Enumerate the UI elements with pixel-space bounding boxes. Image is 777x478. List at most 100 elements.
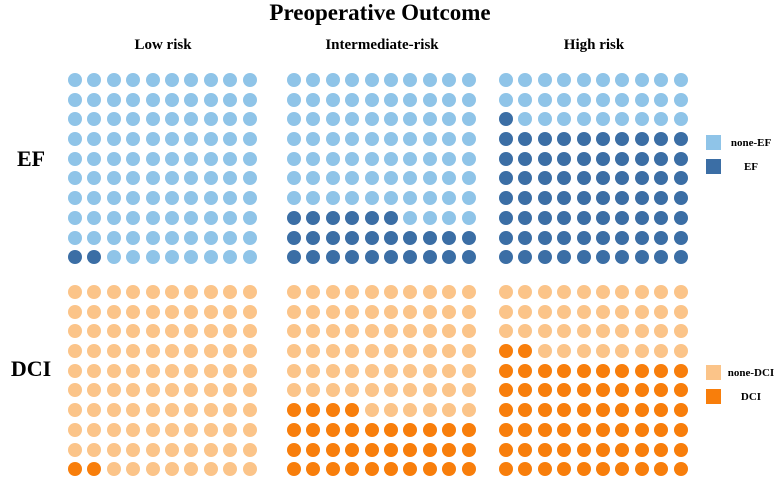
waffle-dot	[126, 422, 141, 437]
waffle-dot	[557, 210, 572, 225]
waffle-dot	[126, 250, 141, 265]
waffle-dot	[499, 230, 513, 245]
waffle-dot	[68, 92, 82, 107]
waffle-dot	[164, 304, 179, 319]
waffle-dot	[203, 422, 218, 437]
waffle-dot	[576, 285, 591, 299]
waffle-dot	[403, 285, 418, 299]
waffle-dot	[422, 92, 437, 107]
ef-legend-label: EF	[743, 160, 759, 173]
waffle-dot	[203, 250, 218, 265]
waffle-dot	[518, 403, 533, 418]
waffle-dot	[595, 92, 610, 107]
waffle-dot	[634, 324, 649, 339]
waffle-dot	[184, 132, 199, 147]
waffle-dot	[145, 191, 160, 206]
waffle-dot	[557, 363, 572, 378]
waffle-dot	[306, 132, 321, 147]
waffle-dot	[615, 191, 630, 206]
waffle-dot	[654, 132, 669, 147]
waffle-dot	[673, 210, 688, 225]
waffle-dot	[673, 324, 688, 339]
waffle-dot	[557, 92, 572, 107]
waffle-dot	[499, 132, 513, 147]
waffle-dot	[184, 442, 199, 457]
waffle-dot	[306, 92, 321, 107]
waffle-dot	[403, 73, 418, 87]
waffle-dot	[422, 210, 437, 225]
waffle-dot	[654, 383, 669, 398]
waffle-dot	[306, 422, 321, 437]
waffle-dot	[442, 383, 457, 398]
waffle-dot	[673, 304, 688, 319]
waffle-dot	[126, 230, 141, 245]
waffle-dot	[345, 383, 360, 398]
waffle-dot	[442, 92, 457, 107]
waffle-dot	[461, 422, 476, 437]
waffle-dot	[537, 92, 552, 107]
waffle-dot	[106, 151, 121, 166]
waffle-dot	[106, 344, 121, 359]
waffle-dot	[364, 171, 379, 186]
waffle-dot	[306, 344, 321, 359]
waffle-dot	[325, 73, 340, 87]
waffle-dot	[325, 422, 340, 437]
figure-title: Preoperative Outcome	[269, 0, 491, 25]
dci-legend: none-DCI DCI	[706, 365, 777, 404]
waffle-panel-dci-low-risk	[68, 285, 257, 477]
waffle-dot	[461, 191, 476, 206]
waffle-dot	[537, 383, 552, 398]
waffle-dot	[615, 92, 630, 107]
waffle-dot	[145, 363, 160, 378]
waffle-dot	[364, 73, 379, 87]
waffle-dot	[223, 383, 238, 398]
waffle-dot	[615, 250, 630, 265]
waffle-dot	[461, 92, 476, 107]
waffle-dot	[537, 112, 552, 127]
waffle-dot	[499, 92, 513, 107]
waffle-dot	[557, 73, 572, 87]
waffle-dot	[634, 383, 649, 398]
waffle-dot	[184, 73, 199, 87]
waffle-dot	[306, 250, 321, 265]
waffle-dot	[654, 304, 669, 319]
waffle-dot	[164, 462, 179, 477]
waffle-dot	[68, 151, 82, 166]
waffle-dot	[287, 363, 301, 378]
waffle-dot	[68, 422, 82, 437]
waffle-dot	[87, 285, 102, 299]
waffle-dot	[499, 383, 513, 398]
waffle-dot	[518, 73, 533, 87]
waffle-dot	[461, 344, 476, 359]
waffle-dot	[383, 304, 398, 319]
waffle-dot	[461, 442, 476, 457]
legend-item-none-ef: none-EF	[706, 135, 777, 150]
waffle-dot	[595, 191, 610, 206]
waffle-dot	[164, 92, 179, 107]
waffle-dot	[634, 132, 649, 147]
waffle-dot	[242, 92, 257, 107]
waffle-dot	[576, 191, 591, 206]
waffle-dot	[576, 112, 591, 127]
waffle-dot	[654, 191, 669, 206]
waffle-dot	[422, 403, 437, 418]
waffle-dot	[499, 171, 513, 186]
waffle-dot	[364, 383, 379, 398]
waffle-dot	[242, 344, 257, 359]
waffle-dot	[537, 344, 552, 359]
waffle-dot	[203, 285, 218, 299]
waffle-dot	[673, 151, 688, 166]
waffle-dot	[306, 73, 321, 87]
waffle-dot	[164, 112, 179, 127]
waffle-dot	[242, 422, 257, 437]
waffle-dot	[537, 151, 552, 166]
waffle-dot	[673, 132, 688, 147]
waffle-dot	[442, 191, 457, 206]
waffle-dot	[461, 151, 476, 166]
waffle-dot	[383, 191, 398, 206]
waffle-dot	[126, 304, 141, 319]
waffle-dot	[615, 304, 630, 319]
waffle-dot	[557, 324, 572, 339]
waffle-dot	[595, 304, 610, 319]
